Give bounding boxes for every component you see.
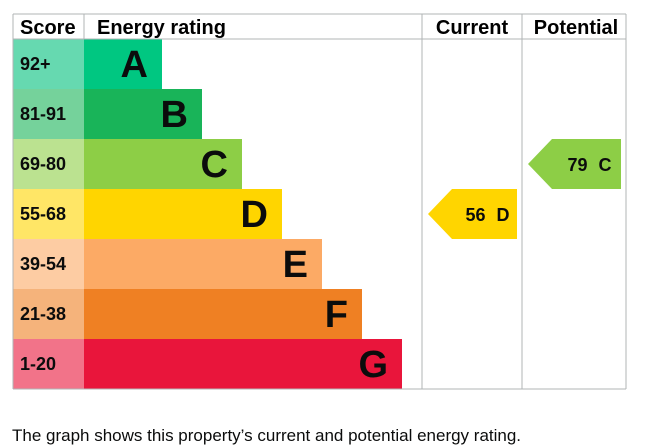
current-rating-label: 56 D — [465, 205, 509, 225]
band-letter-b: B — [161, 94, 188, 136]
score-label-b: 81-91 — [20, 104, 66, 124]
band-letter-e: E — [283, 244, 308, 286]
band-letter-a: A — [121, 44, 148, 86]
energy-rating-header: Energy rating — [97, 17, 226, 39]
score-cell-a — [13, 39, 84, 89]
score-label-e: 39-54 — [20, 254, 66, 274]
band-letter-d: D — [241, 194, 268, 236]
band-bar-g — [84, 339, 402, 389]
score-label-d: 55-68 — [20, 204, 66, 224]
chart-caption: The graph shows this property’s current … — [12, 426, 522, 445]
score-label-c: 69-80 — [20, 154, 66, 174]
band-letter-g: G — [358, 344, 388, 386]
band-bar-d — [84, 189, 282, 239]
score-label-a: 92+ — [20, 54, 51, 74]
score-label-f: 21-38 — [20, 304, 66, 324]
potential-header: Potential — [534, 17, 618, 39]
band-bar-b — [84, 89, 202, 139]
band-letter-c: C — [201, 144, 228, 186]
score-cell-c — [13, 139, 84, 189]
score-cell-e — [13, 239, 84, 289]
rating-arrows: 56 D 79 C — [428, 139, 621, 239]
band-bar-f — [84, 289, 362, 339]
score-cell-g — [13, 339, 84, 389]
band-bar-e — [84, 239, 322, 289]
band-bar-a — [84, 39, 162, 89]
score-cell-b — [13, 89, 84, 139]
chart-grid — [12, 13, 627, 390]
current-header: Current — [436, 17, 509, 39]
score-cell-d — [13, 189, 84, 239]
potential-arrow — [528, 139, 621, 189]
rating-bands: 92+ A 81-91 B 69-80 C 55-68 D 39-54 E 21-38 F 1-20 G — [13, 39, 402, 389]
band-bar-c — [84, 139, 242, 189]
current-arrow — [428, 189, 517, 239]
score-cell-f — [13, 289, 84, 339]
score-header: Score — [20, 17, 76, 39]
score-label-g: 1-20 — [20, 354, 56, 374]
band-letter-f: F — [325, 294, 348, 336]
potential-rating-label: 79 C — [567, 155, 611, 175]
